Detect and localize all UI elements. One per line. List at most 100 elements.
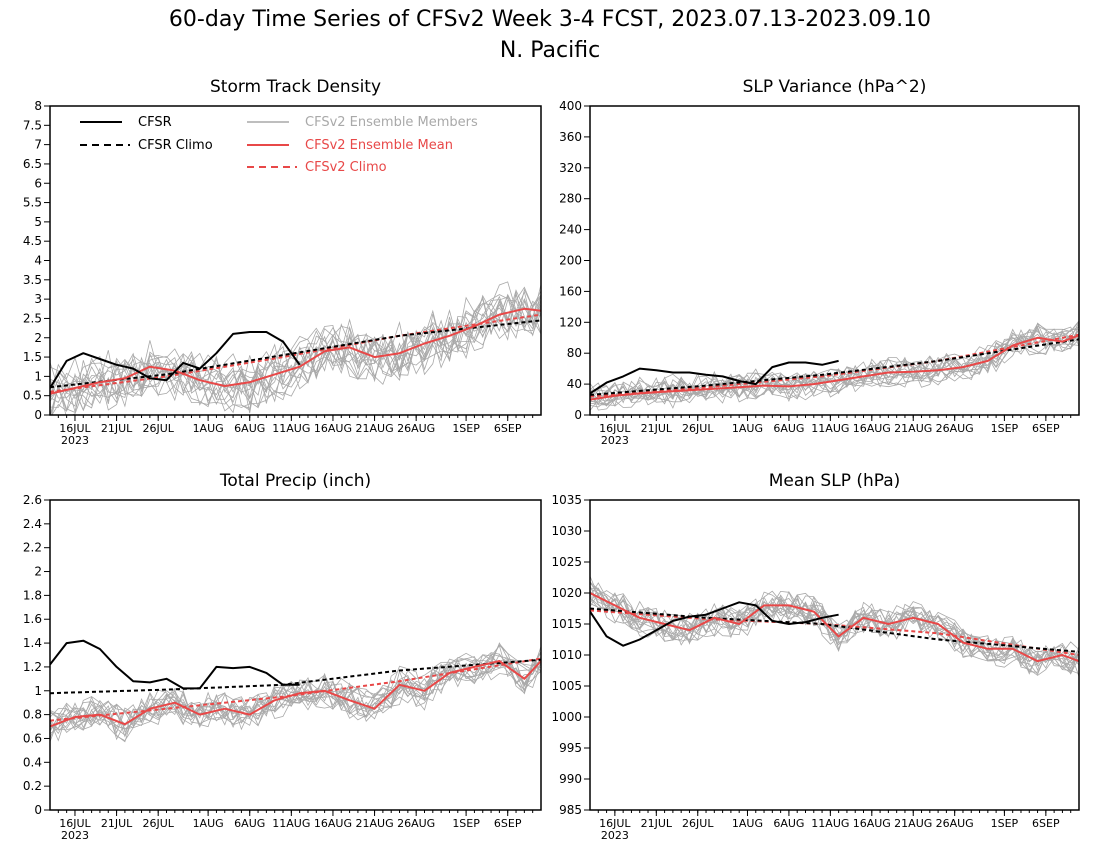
y-tick-label: 200 — [559, 254, 582, 268]
legend-climo-label: CFSv2 Climo — [305, 160, 387, 175]
x-year-label: 2023 — [61, 829, 89, 842]
y-tick-label: 990 — [559, 772, 582, 786]
ensemble-member-line — [50, 644, 541, 734]
panel-title: Mean SLP (hPa) — [769, 471, 901, 491]
y-tick-label: 1035 — [551, 493, 582, 507]
y-tick-label: 1.2 — [23, 660, 42, 674]
y-tick-label: 1030 — [551, 524, 582, 538]
cfsv2-ensemble-mean-line — [50, 660, 541, 728]
x-tick-label: 1SEP — [991, 817, 1019, 830]
x-tick-label: 16JUL — [59, 817, 91, 830]
x-tick-label: 1SEP — [452, 817, 480, 830]
x-year-label: 2023 — [61, 434, 89, 447]
x-tick-label: 16AUG — [853, 422, 891, 435]
x-tick-label: 26AUG — [936, 422, 974, 435]
figure-subtitle: N. Pacific — [500, 38, 600, 63]
y-tick-label: 40 — [567, 377, 582, 391]
x-tick-label: 16JUL — [599, 817, 631, 830]
ensemble-member-line — [50, 654, 541, 735]
legend: CFSR CFSR Climo CFSv2 Ensemble Members C… — [80, 115, 478, 175]
cfsr-line — [50, 331, 301, 389]
x-tick-label: 6SEP — [1032, 422, 1060, 435]
x-tick-label: 11AUG — [811, 422, 849, 435]
x-tick-label: 21JUL — [101, 422, 133, 435]
x-year-label: 2023 — [601, 829, 629, 842]
y-tick-label: 4 — [34, 254, 42, 268]
cfsr-climo-line — [590, 338, 1079, 396]
ensemble-member-line — [590, 596, 1079, 676]
x-tick-label: 1SEP — [991, 422, 1019, 435]
x-tick-label: 21AUG — [894, 817, 932, 830]
y-tick-label: 240 — [559, 223, 582, 237]
x-tick-label: 26JUL — [142, 817, 174, 830]
y-tick-label: 1000 — [551, 710, 582, 724]
y-tick-label: 7 — [34, 138, 42, 152]
ensemble-member-line — [50, 300, 541, 409]
y-tick-label: 400 — [559, 99, 582, 113]
x-year-label: 2023 — [601, 434, 629, 447]
x-tick-label: 6AUG — [234, 422, 265, 435]
y-tick-label: 6.5 — [23, 157, 42, 171]
x-tick-label: 6AUG — [773, 817, 804, 830]
ensemble-member-line — [590, 329, 1079, 407]
y-tick-label: 5.5 — [23, 196, 42, 210]
y-tick-label: 5 — [34, 215, 42, 229]
x-tick-label: 1AUG — [732, 817, 763, 830]
y-tick-label: 4.5 — [23, 234, 42, 248]
y-tick-label: 3.5 — [23, 273, 42, 287]
ensemble-member-line — [50, 286, 541, 398]
plot-frame — [49, 499, 542, 811]
cfsv2-climo-line — [50, 313, 541, 393]
legend-cfsr-climo-label: CFSR Climo — [138, 138, 213, 153]
x-tick-label: 16JUL — [599, 422, 631, 435]
ensemble-member-line — [50, 645, 541, 739]
cfsr-climo-line — [50, 319, 541, 389]
y-tick-label: 2.5 — [23, 311, 42, 325]
y-tick-label: 1020 — [551, 586, 582, 600]
x-tick-label: 16AUG — [314, 817, 352, 830]
x-tick-label: 1AUG — [193, 422, 224, 435]
ensemble-member-line — [590, 322, 1079, 400]
x-tick-label: 21JUL — [641, 817, 673, 830]
y-tick-label: 0.5 — [23, 389, 42, 403]
cfsr-line — [50, 639, 300, 690]
x-tick-label: 21JUL — [101, 817, 133, 830]
x-tick-label: 26AUG — [936, 817, 974, 830]
x-tick-label: 26JUL — [682, 817, 714, 830]
ensemble-member-line — [590, 587, 1079, 671]
y-tick-label: 0 — [34, 803, 42, 817]
panel-3: Total Precip (inch) 0 0.2 0.4 0.6 0.8 1 1.2 1.4 1… — [23, 471, 542, 842]
panel-title: SLP Variance (hPa^2) — [743, 77, 927, 97]
cfsv2-ensemble-mean-line — [590, 592, 1079, 663]
x-tick-label: 11AUG — [811, 817, 849, 830]
panel-4: Mean SLP (hPa) 985 990 995 1000 1005 1010 1015 1… — [551, 471, 1080, 842]
y-tick-label: 320 — [559, 161, 582, 175]
x-tick-label: 26JUL — [142, 422, 174, 435]
y-tick-label: 1015 — [551, 617, 582, 631]
y-tick-label: 2.6 — [23, 493, 42, 507]
y-tick-label: 1.5 — [23, 350, 42, 364]
y-tick-label: 1.6 — [23, 612, 42, 626]
y-tick-label: 0.8 — [23, 708, 42, 722]
y-tick-label: 7.5 — [23, 118, 42, 132]
y-tick-label: 0.4 — [23, 755, 42, 769]
x-tick-label: 11AUG — [272, 817, 310, 830]
ensemble-member-line — [590, 320, 1079, 404]
x-tick-label: 6AUG — [773, 422, 804, 435]
x-tick-label: 16AUG — [853, 817, 891, 830]
ensemble-member-line — [50, 294, 541, 415]
y-tick-label: 2 — [34, 565, 42, 579]
x-tick-label: 1AUG — [732, 422, 763, 435]
y-tick-label: 1010 — [551, 648, 582, 662]
y-tick-label: 280 — [559, 192, 582, 206]
x-tick-label: 6SEP — [494, 817, 522, 830]
ensemble-member-line — [50, 642, 541, 730]
ensemble-member-line — [50, 299, 541, 412]
x-tick-label: 6SEP — [1032, 817, 1060, 830]
y-tick-label: 0 — [574, 408, 582, 422]
x-tick-label: 6SEP — [494, 422, 522, 435]
cfsv2-climo-line — [590, 333, 1079, 398]
y-tick-label: 8 — [34, 99, 42, 113]
y-tick-label: 160 — [559, 284, 582, 298]
